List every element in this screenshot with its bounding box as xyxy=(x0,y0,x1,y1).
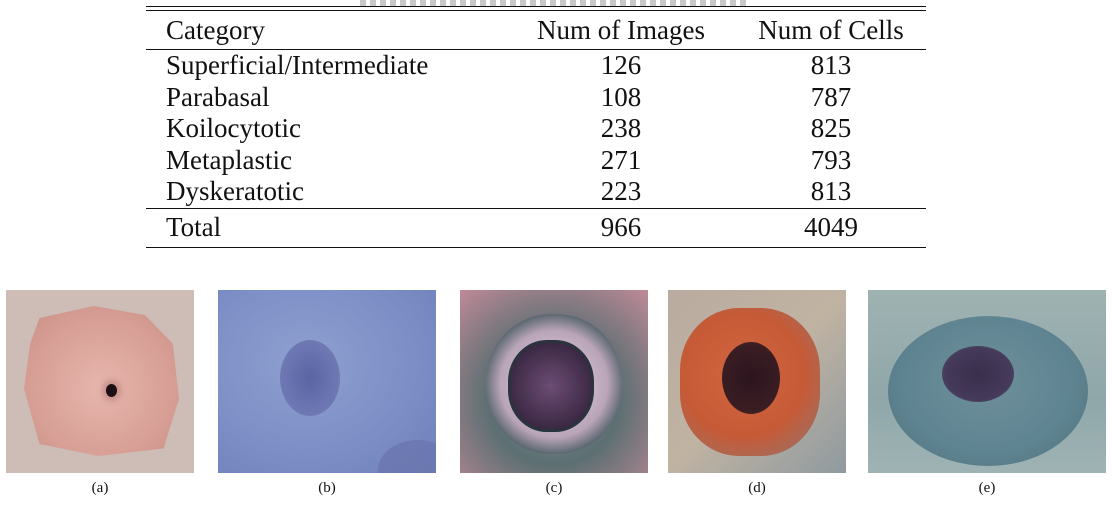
row-category: Parabasal xyxy=(166,81,270,112)
total-label: Total xyxy=(166,212,222,242)
caption-d: (d) xyxy=(748,480,766,496)
table-row: Koilocytotic 238 825 xyxy=(146,113,926,145)
microscopy-photo xyxy=(218,290,436,473)
row-category: Dyskeratotic xyxy=(166,176,304,207)
row-num-cells: 813 xyxy=(810,50,852,81)
microscopy-photo xyxy=(668,290,846,473)
cell-image-d xyxy=(668,290,846,473)
total-num-cells: 4049 xyxy=(804,212,858,242)
row-num-images: 108 xyxy=(600,81,642,112)
cell-nucleus xyxy=(106,384,117,397)
caption-e: (e) xyxy=(978,480,996,496)
table-row: Metaplastic 271 793 xyxy=(146,145,926,177)
row-num-cells: 813 xyxy=(810,176,852,207)
table-total-row: Total 966 4049 xyxy=(146,208,926,247)
caption-a: (a) xyxy=(91,480,109,496)
row-num-cells: 787 xyxy=(810,81,852,112)
row-num-cells: 793 xyxy=(810,144,852,175)
table-header-row: Category Num of Images Num of Cells xyxy=(146,11,926,50)
total-num-images: 966 xyxy=(600,212,642,242)
cell-image-e xyxy=(868,290,1106,473)
row-category: Metaplastic xyxy=(166,144,292,175)
row-num-images: 126 xyxy=(600,50,642,81)
superficial-cell xyxy=(24,306,179,456)
row-category: Superficial/Intermediate xyxy=(166,50,429,81)
microscopy-photo xyxy=(6,290,194,473)
table-row: Superficial/Intermediate 126 813 xyxy=(146,50,926,82)
row-category: Koilocytotic xyxy=(166,113,301,144)
header-num-cells: Num of Cells xyxy=(758,14,904,45)
cell-nucleus xyxy=(722,342,780,414)
cell-nucleus xyxy=(280,340,340,416)
row-num-images: 238 xyxy=(600,113,642,144)
row-num-cells: 825 xyxy=(810,113,852,144)
header-num-images: Num of Images xyxy=(537,14,705,45)
caption-b: (b) xyxy=(318,480,336,496)
caption-c: (c) xyxy=(545,480,563,496)
microscopy-photo xyxy=(460,290,648,473)
table-row: Dyskeratotic 223 813 xyxy=(146,176,926,208)
cell-image-a xyxy=(6,290,194,473)
table-top-rule-2 xyxy=(146,10,926,11)
cell-nucleus xyxy=(942,346,1014,402)
dataset-table: Category Num of Images Num of Cells Supe… xyxy=(146,6,926,248)
cell-image-c xyxy=(460,290,648,473)
table-top-rule xyxy=(146,6,926,7)
cut-off-caption-line xyxy=(360,0,750,7)
header-category: Category xyxy=(166,14,265,45)
row-num-images: 271 xyxy=(600,144,642,175)
neighbor-cell xyxy=(378,440,436,473)
row-num-images: 223 xyxy=(600,176,642,207)
cell-nucleus xyxy=(508,340,594,432)
microscopy-photo xyxy=(868,290,1106,473)
cell-image-b xyxy=(218,290,436,473)
table-row: Parabasal 108 787 xyxy=(146,82,926,114)
